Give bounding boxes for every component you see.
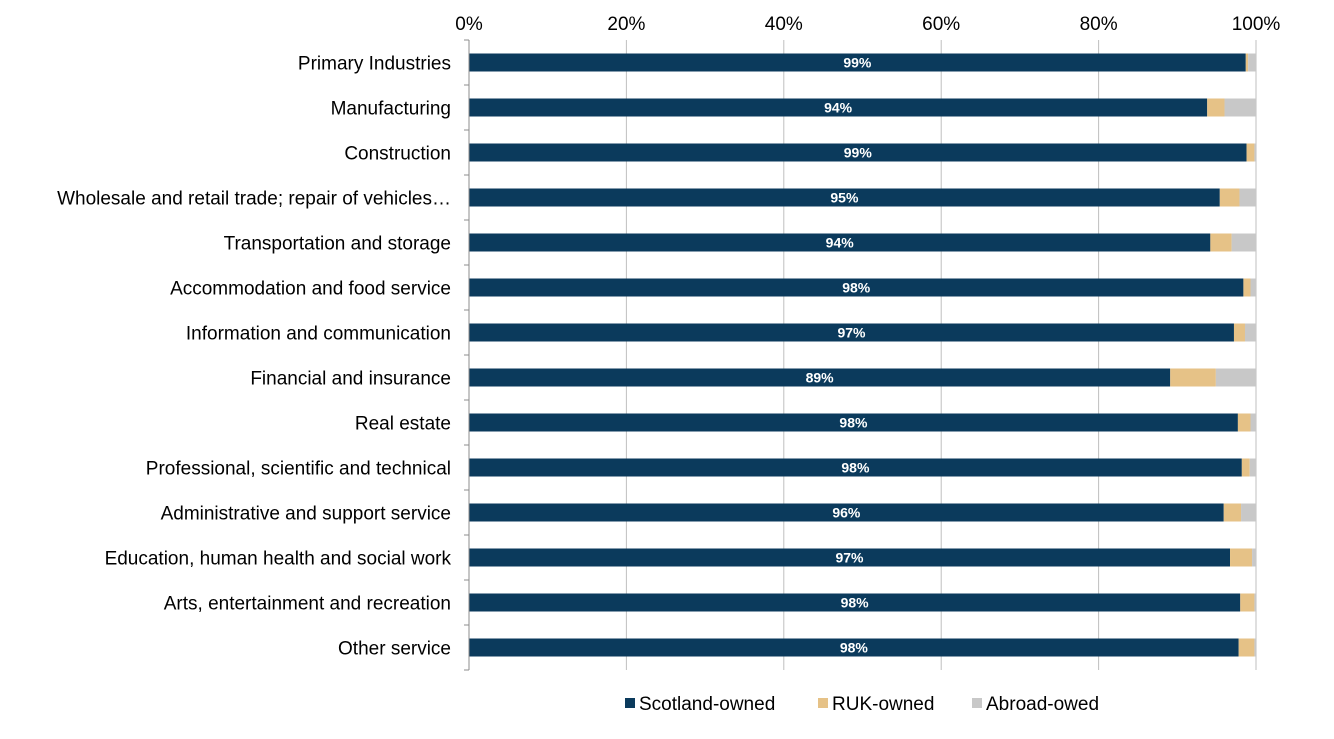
data-label: 97% (837, 325, 866, 341)
bar-segment-abroad-owed (1254, 143, 1256, 162)
bar-segment-abroad-owed (1250, 413, 1256, 432)
bar-segment-ruk-owned (1238, 638, 1255, 657)
data-label: 98% (840, 640, 869, 656)
legend-swatch (818, 698, 828, 708)
bar-segment-ruk-owned (1223, 503, 1242, 522)
bar-segment-ruk-owned (1170, 368, 1216, 387)
bar-segment-scotland-owned (469, 143, 1247, 162)
bar-segment-abroad-owed (1249, 458, 1256, 477)
bar-segment-ruk-owned (1245, 53, 1249, 72)
legend-label: Scotland-owned (639, 694, 775, 715)
bar-segment-ruk-owned (1243, 278, 1251, 297)
gridlines (625, 40, 1257, 670)
bar-segment-ruk-owned (1240, 593, 1255, 612)
x-tick-label: 40% (765, 14, 803, 35)
category-label: Primary Industries (298, 54, 451, 75)
legend-label: RUK-owned (832, 694, 934, 715)
bar-segment-scotland-owned (469, 323, 1234, 342)
data-label: 97% (835, 550, 864, 566)
data-label: 98% (839, 415, 868, 431)
category-label: Construction (344, 144, 451, 165)
bar-segment-scotland-owned (469, 233, 1211, 252)
bar-segment-abroad-owed (1239, 188, 1256, 207)
bar-segment-abroad-owed (1254, 593, 1256, 612)
category-label: Accommodation and food service (170, 279, 451, 300)
bar-segment-abroad-owed (1241, 503, 1256, 522)
category-label: Real estate (355, 414, 451, 435)
data-label: 98% (841, 595, 870, 611)
category-label: Financial and insurance (250, 369, 451, 390)
category-label: Education, human health and social work (105, 549, 452, 570)
category-label: Other service (338, 639, 451, 660)
bar-segment-abroad-owed (1224, 98, 1256, 117)
data-label: 99% (843, 55, 872, 71)
bar-segment-scotland-owned (469, 593, 1241, 612)
category-label: Professional, scientific and technical (146, 459, 451, 480)
bar-segment-scotland-owned (469, 368, 1171, 387)
bar-segment-ruk-owned (1210, 233, 1232, 252)
data-label: 98% (841, 460, 870, 476)
data-label: 94% (826, 235, 855, 251)
bar-segment-ruk-owned (1207, 98, 1225, 117)
bar-segment-scotland-owned (469, 278, 1244, 297)
category-label: Information and communication (186, 324, 451, 345)
data-label: 89% (806, 370, 835, 386)
category-label: Wholesale and retail trade; repair of ve… (57, 189, 451, 210)
data-label: 99% (844, 145, 873, 161)
bar-segment-scotland-owned (469, 53, 1246, 72)
legend-swatch (972, 698, 982, 708)
data-label: 95% (830, 190, 859, 206)
x-tick-label: 0% (455, 14, 483, 35)
category-label: Manufacturing (331, 99, 451, 120)
x-tick-label: 80% (1080, 14, 1118, 35)
bar-segment-scotland-owned (469, 458, 1242, 477)
bar-segment-abroad-owed (1250, 278, 1256, 297)
x-tick-label: 60% (922, 14, 960, 35)
category-label: Arts, entertainment and recreation (164, 594, 451, 615)
bar-segment-abroad-owed (1252, 548, 1256, 567)
bar-segment-ruk-owned (1241, 458, 1250, 477)
bar-segment-scotland-owned (469, 98, 1208, 117)
legend: Scotland-owned RUK-owned Abroad-owed (625, 694, 1099, 715)
x-tick-label: 20% (607, 14, 645, 35)
data-label: 96% (832, 505, 861, 521)
bar-segment-ruk-owned (1219, 188, 1240, 207)
x-tick-label: 100% (1232, 14, 1281, 35)
legend-label: Abroad-owed (986, 694, 1099, 715)
bar-segment-abroad-owed (1248, 53, 1256, 72)
legend-swatch (625, 698, 635, 708)
bars: 99% 94% 99% 95% 94% 98% 97% 89% 98% 98% 96% 97% 98% 9… (469, 53, 1256, 657)
bar-segment-ruk-owned (1246, 143, 1255, 162)
bar-segment-ruk-owned (1230, 548, 1253, 567)
data-label: 98% (842, 280, 871, 296)
bar-segment-scotland-owned (469, 503, 1224, 522)
bar-segment-ruk-owned (1237, 413, 1251, 432)
bar-segment-abroad-owed (1254, 638, 1256, 657)
axes: 0% 20% 40% 60% 80% 100% Primary Industries Manu… (57, 14, 1281, 671)
bar-segment-abroad-owed (1215, 368, 1256, 387)
category-label: Transportation and storage (224, 234, 451, 255)
bar-segment-scotland-owned (469, 548, 1231, 567)
bar-segment-abroad-owed (1231, 233, 1256, 252)
data-label: 94% (824, 100, 853, 116)
bar-segment-scotland-owned (469, 638, 1239, 657)
bar-segment-abroad-owed (1244, 323, 1256, 342)
bar-segment-scotland-owned (469, 413, 1238, 432)
category-label: Administrative and support service (161, 504, 451, 525)
bar-segment-ruk-owned (1233, 323, 1245, 342)
bar-segment-scotland-owned (469, 188, 1220, 207)
